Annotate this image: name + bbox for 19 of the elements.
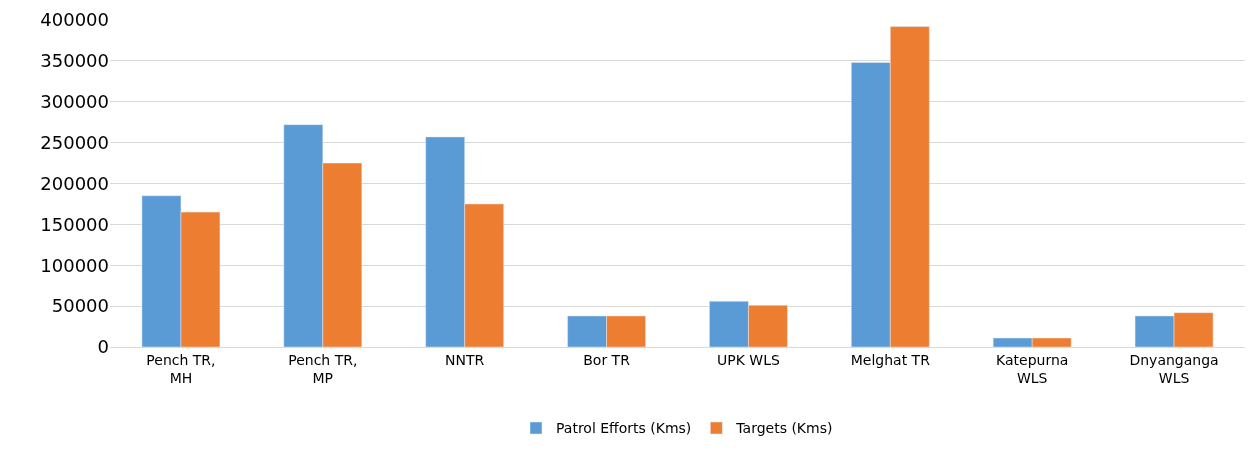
y-tick-label: 100000 (40, 254, 109, 276)
legend-label: Targets (Kms) (735, 420, 833, 437)
x-tick-label: UPK WLS (717, 351, 780, 368)
y-tick-label: 50000 (51, 295, 109, 317)
legend-label: Patrol Efforts (Kms) (556, 420, 692, 437)
y-tick-label: 350000 (40, 50, 109, 72)
y-tick-label: 400000 (40, 9, 109, 31)
x-tick-label: Melghat TR (850, 351, 931, 368)
y-tick-label: 200000 (40, 172, 109, 194)
x-tick-label: Pench TR, MH (146, 351, 216, 386)
x-tick-label: NNTR (445, 351, 485, 368)
x-tick-label: Katepurna WLS (996, 351, 1069, 386)
y-tick-label: 150000 (40, 213, 109, 235)
y-tick-label: 0 (97, 336, 109, 358)
x-tick-label: Dnyanganga WLS (1129, 351, 1219, 386)
x-tick-label: Pench TR, MP (288, 351, 358, 386)
x-tick-label: Bor TR (583, 351, 631, 368)
y-tick-label: 250000 (40, 131, 109, 153)
y-tick-label: 300000 (40, 91, 109, 113)
